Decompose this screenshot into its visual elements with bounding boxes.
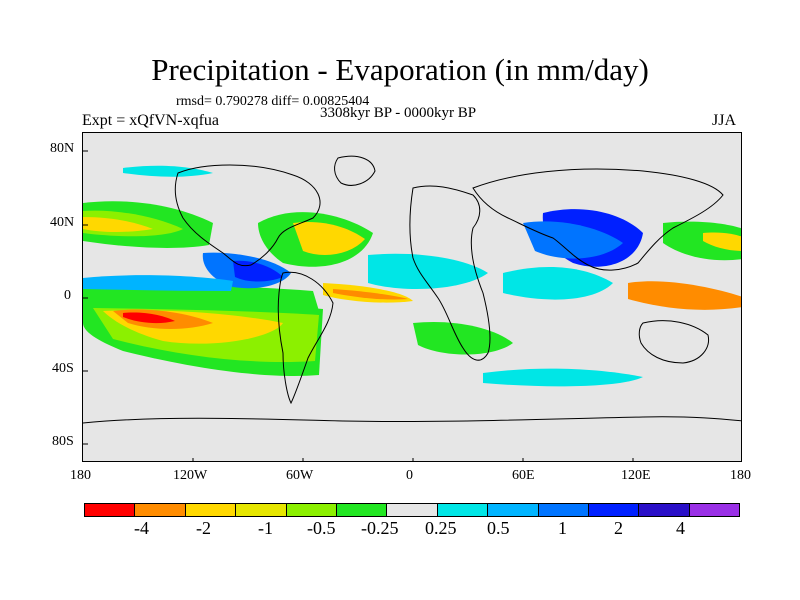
colorbar-label: 4	[676, 518, 685, 538]
southern-ocean-cyan	[483, 368, 643, 387]
lon-tick-180e: 180	[730, 468, 751, 483]
lat-tick-0: 0	[64, 288, 71, 303]
atlantic-yellow-field	[293, 221, 365, 255]
period-label: 3308kyr BP - 0000kyr BP	[320, 105, 477, 121]
asian-monsoon-midblue	[523, 221, 623, 259]
west-pacific-orange	[628, 281, 741, 310]
pe-difference-map	[82, 132, 742, 462]
colorbar-swatch-7	[437, 504, 489, 516]
atlantic-orange-band	[333, 289, 408, 300]
atlantic-equatorial-cyan	[368, 253, 488, 289]
antarctica-coast	[83, 416, 741, 424]
colorbar-swatch-4	[286, 504, 337, 516]
colorbar-swatch-0	[85, 504, 136, 516]
rmsd-diff-label: rmsd= 0.790278 diff= 0.00825404	[176, 94, 370, 109]
colorbar-swatch-1	[135, 504, 186, 516]
lon-tick-60w: 60W	[286, 468, 314, 483]
coastlines	[83, 155, 741, 424]
colorbar-label: 1	[558, 518, 567, 538]
lat-tick-40n: 40N	[50, 215, 75, 230]
south-atlantic-green	[413, 321, 513, 355]
lon-tick-120e: 120E	[621, 468, 651, 483]
plot-title: Precipitation - Evaporation (in mm/day)	[151, 52, 649, 87]
lat-tick-80n: 80N	[50, 141, 75, 156]
colorbar-label: -4	[134, 518, 149, 538]
map-ticks	[83, 150, 634, 461]
colorbar-label: -2	[196, 518, 211, 538]
colorbar-swatch-12	[689, 504, 740, 516]
west-pacific-yellow	[703, 232, 741, 251]
indian-ocean-cyan	[503, 267, 613, 300]
south-america-coast	[277, 271, 334, 405]
colorbar-label: -1	[258, 518, 273, 538]
lon-tick-120w: 120W	[173, 468, 208, 483]
colorbar-label: -0.25	[361, 518, 399, 538]
lat-tick-40s: 40S	[52, 361, 74, 376]
greenland-coast	[334, 155, 376, 186]
colorbar-swatch-10	[588, 504, 640, 516]
arctic-cyan	[123, 165, 213, 177]
lon-tick-0: 0	[406, 468, 413, 483]
colorbar-swatch-3	[236, 504, 287, 516]
colorbar-swatch-2	[185, 504, 237, 516]
colorbar-swatch-8	[488, 504, 539, 516]
lat-tick-80s: 80S	[52, 434, 74, 449]
north-america-coast	[174, 164, 321, 267]
colorbar-swatch-9	[538, 504, 589, 516]
lon-tick-60e: 60E	[512, 468, 535, 483]
anomaly-fields	[83, 165, 741, 387]
australia-coast	[638, 320, 710, 364]
colorbar-label: 0.5	[487, 518, 510, 538]
europe-africa-coast	[409, 185, 491, 361]
asia-coast	[472, 168, 724, 271]
north-pacific-yellow	[83, 217, 153, 232]
colorbar-label: -0.5	[307, 518, 336, 538]
west-pacific-green	[663, 221, 741, 261]
south-pacific-red-core	[123, 312, 175, 324]
season-label: JJA	[712, 112, 737, 129]
colorbar-label: 2	[614, 518, 623, 538]
colorbar-swatch-11	[639, 504, 690, 516]
lon-tick-180w: 180	[70, 468, 91, 483]
colorbar-label: 0.25	[425, 518, 457, 538]
colorbar-swatch-6	[387, 504, 438, 516]
equatorial-blue-strip	[83, 275, 233, 291]
colorbar	[84, 503, 740, 517]
experiment-label: Expt = xQfVN-xqfua	[82, 112, 219, 129]
colorbar-swatch-5	[336, 504, 388, 516]
